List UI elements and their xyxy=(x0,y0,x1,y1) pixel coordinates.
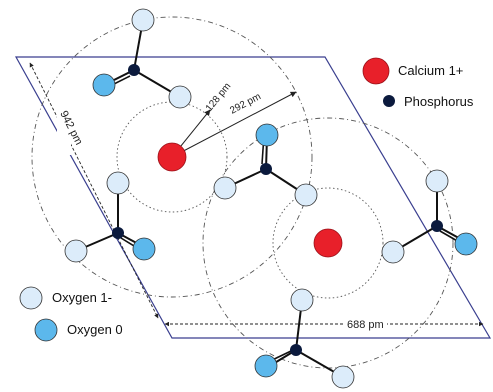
oxygen-zero-atom xyxy=(92,73,116,97)
cell-bottom-label-bg xyxy=(343,316,387,331)
oxygen-minus-atom xyxy=(168,85,192,109)
legend-calcium-label: Calcium 1+ xyxy=(398,63,463,78)
oxygen-minus-atom xyxy=(425,169,449,193)
phosphorus-atom xyxy=(290,344,302,356)
outer-radius-label: 292 pm xyxy=(228,91,263,116)
legend-oxygen-zero-icon xyxy=(34,318,58,342)
calcium-atom xyxy=(313,228,343,258)
legend: Calcium 1+ Phosphorus Oxygen 1- Oxygen 0 xyxy=(19,57,474,342)
inner-sphere-right xyxy=(272,187,384,299)
legend-phosphorus-label: Phosphorus xyxy=(404,94,474,109)
legend-phosphorus-icon xyxy=(383,95,395,107)
legend-oxygen-zero-label: Oxygen 0 xyxy=(67,322,123,337)
outer-radius-arrow xyxy=(171,91,297,158)
oxygen-minus-atom xyxy=(64,239,88,263)
outer-sphere-left xyxy=(31,16,313,298)
phosphorus-atom xyxy=(112,227,124,239)
oxygen-minus-atom xyxy=(106,171,130,195)
cell-side-dimension-line xyxy=(29,62,159,319)
oxygen-minus-atom xyxy=(290,288,314,312)
cell-side-label-bg xyxy=(57,105,71,155)
phosphorus-atom xyxy=(260,163,272,175)
oxygen-zero-atom xyxy=(454,232,478,256)
oxygen-minus-atom xyxy=(213,176,237,200)
oxygen-zero-atom xyxy=(255,123,279,147)
oxygen-minus-atom xyxy=(294,183,318,207)
oxygen-minus-atom xyxy=(331,365,355,389)
double-bonds xyxy=(103,75,467,364)
calcium-atom xyxy=(157,142,187,172)
phosphorus-atoms xyxy=(112,64,443,356)
calcium-atoms xyxy=(157,142,343,258)
cell-bottom-label: 688 pm xyxy=(347,319,384,331)
oxygen-zero-atom xyxy=(132,237,156,261)
legend-oxygen-minus-icon xyxy=(19,286,43,310)
oxygen-atoms xyxy=(64,8,478,389)
legend-calcium-icon xyxy=(362,57,390,85)
legend-oxygen-minus-label: Oxygen 1- xyxy=(52,290,112,305)
oxygen-zero-atom xyxy=(254,354,278,378)
oxygen-minus-atom xyxy=(131,8,155,32)
oxygen-minus-atom xyxy=(381,240,405,264)
phosphorus-atom xyxy=(431,220,443,232)
phosphorus-atom xyxy=(128,64,140,76)
